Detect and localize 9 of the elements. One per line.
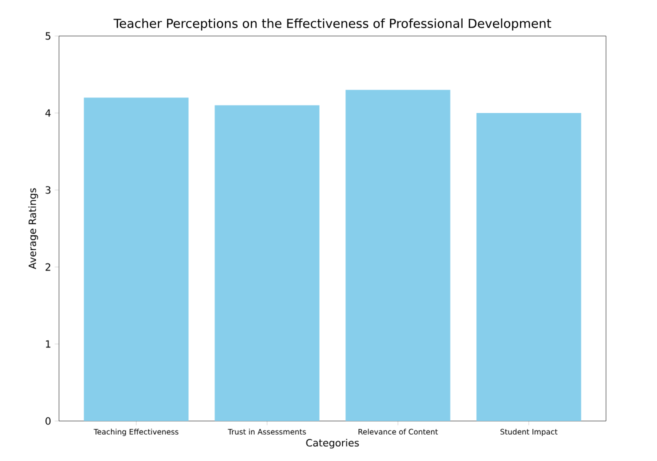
y-tick-label: 4: [45, 109, 51, 117]
y-tick-label: 0: [46, 417, 51, 425]
chart-title: Teacher Perceptions on the Effectiveness of Professional Development: [114, 18, 552, 31]
y-tick-label: 1: [46, 340, 50, 348]
x-axis-title: Categories: [306, 438, 359, 448]
y-tick-label: 2: [46, 263, 50, 271]
y-tick-label: 3: [46, 186, 50, 194]
y-axis-title: Average Ratings: [28, 188, 38, 270]
y-tick-label: 5: [46, 32, 50, 40]
